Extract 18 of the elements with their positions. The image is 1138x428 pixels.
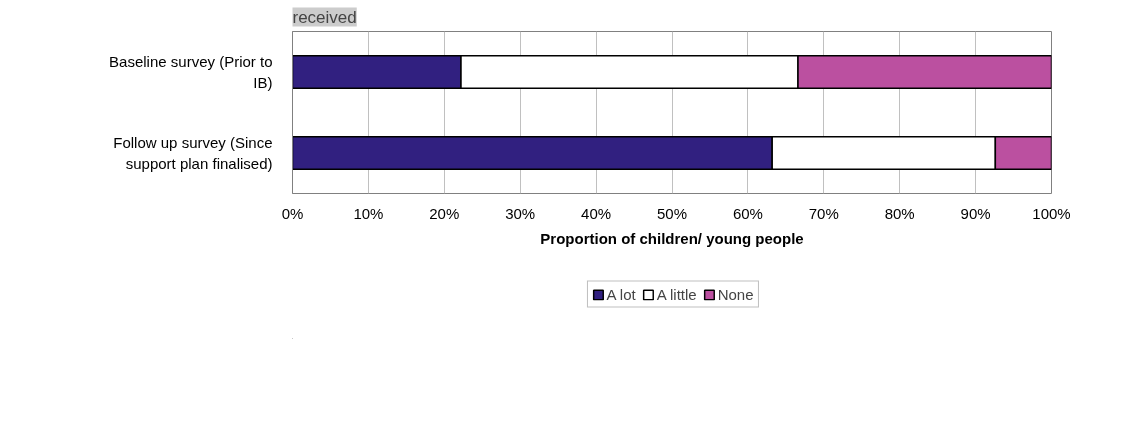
x-axis-title: Proportion of children/ young people [540, 229, 804, 247]
x-tick-label: 40% [581, 204, 612, 222]
chart-title: received [292, 7, 357, 27]
x-tick-label: 70% [808, 204, 839, 222]
legend-label: A little [656, 285, 697, 303]
x-tick-label: 80% [884, 204, 915, 222]
y-tick-label: Baseline survey (Prior to IB) [109, 53, 273, 91]
y-tick-label: Follow up survey (Since support plan finalised) [113, 134, 273, 172]
x-tick-label: 90% [960, 204, 991, 222]
x-tick-label: 20% [429, 204, 460, 222]
legend-label: A lot [606, 285, 636, 303]
x-tick-label: 100% [1032, 204, 1071, 222]
x-tick-label: 60% [732, 204, 763, 222]
x-tick-label: 50% [656, 204, 688, 222]
x-tick-label: 0% [281, 204, 304, 222]
legend-label: None [717, 285, 754, 303]
x-tick-label: 30% [505, 204, 536, 222]
x-tick-label: 10% [353, 204, 384, 222]
